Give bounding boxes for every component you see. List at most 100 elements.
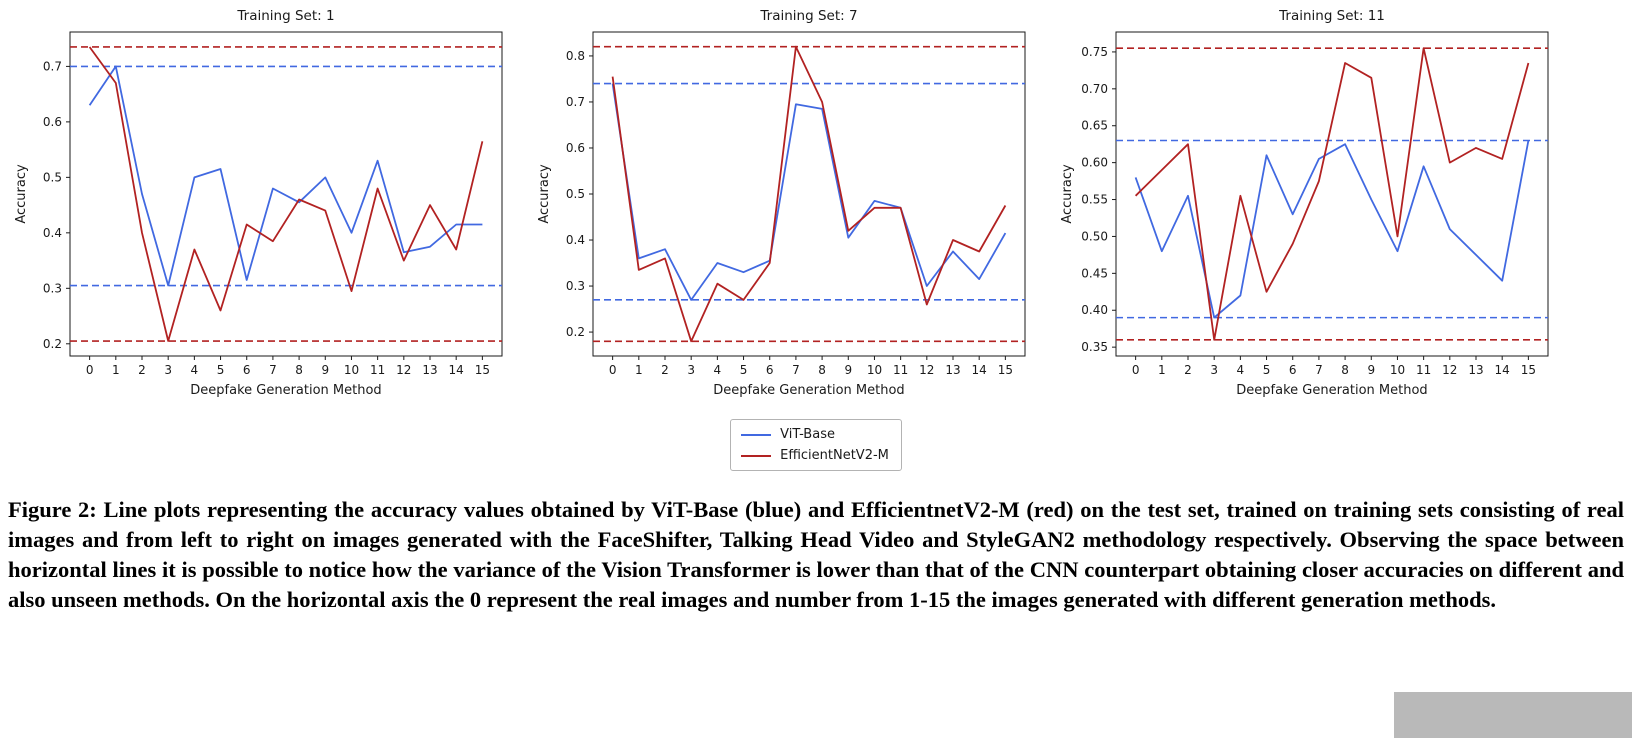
charts-row: Training Set: 1 0.2 0.3 0.4 0.5 0.6 0.7 0 1 2 3 4 5 6…	[10, 4, 1561, 409]
x-tick-label: 11	[893, 363, 908, 377]
y-tick-label: 0.2	[566, 325, 585, 339]
figure-caption: Figure 2: Line plots representing the ac…	[8, 497, 1624, 612]
series-line	[611, 83, 1007, 301]
x-tick-label: 3	[164, 363, 172, 377]
x-tick-label: 0	[86, 363, 94, 377]
x-tick-label: 13	[945, 363, 960, 377]
x-tick-label: 9	[844, 363, 852, 377]
y-tick-label: 0.4	[43, 226, 62, 240]
x-tick-label: 13	[422, 363, 437, 377]
x-tick-label: 12	[919, 363, 934, 377]
x-tick-label: 10	[867, 363, 882, 377]
x-tick-label: 7	[1315, 363, 1323, 377]
x-axis-label: Deepfake Generation Method	[1236, 383, 1427, 398]
x-tick-label: 3	[687, 363, 695, 377]
legend-label: ViT-Base	[780, 427, 835, 442]
y-tick-label: 0.6	[43, 115, 62, 129]
legend-item: EfficientNetV2-M	[741, 448, 889, 463]
figure-2: Training Set: 1 0.2 0.3 0.4 0.5 0.6 0.7 0 1 2 3 4 5 6…	[8, 4, 1632, 738]
x-tick-label: 5	[217, 363, 225, 377]
x-tick-label: 5	[1263, 363, 1271, 377]
x-tick-label: 9	[321, 363, 329, 377]
x-tick-label: 13	[1468, 363, 1483, 377]
x-tick-label: 12	[396, 363, 411, 377]
series-line	[611, 45, 1007, 343]
legend-line-swatch	[741, 454, 772, 457]
y-tick-label: 0.5	[566, 187, 585, 201]
chart-title: Training Set: 11	[1278, 8, 1385, 24]
y-tick-label: 0.55	[1081, 193, 1108, 207]
x-tick-label: 0	[609, 363, 617, 377]
x-tick-label: 15	[1521, 363, 1536, 377]
x-tick-label: 12	[1442, 363, 1457, 377]
x-tick-label: 14	[972, 363, 987, 377]
x-tick-label: 0	[1132, 363, 1140, 377]
y-tick-label: 0.60	[1081, 156, 1108, 170]
y-tick-label: 0.3	[43, 281, 62, 295]
x-axis-label: Deepfake Generation Method	[190, 383, 381, 398]
x-tick-label: 11	[1416, 363, 1431, 377]
chart-training-set-11: Training Set: 11 0.35 0.40 0.45 0.50 0.55 0.60…	[1056, 4, 1561, 409]
x-tick-label: 15	[475, 363, 490, 377]
y-tick-label: 0.75	[1081, 45, 1108, 59]
x-tick-label: 8	[1341, 363, 1349, 377]
y-tick-label: 0.6	[566, 141, 585, 155]
legend-label: EfficientNetV2-M	[780, 448, 889, 463]
y-tick-label: 0.8	[566, 49, 585, 63]
chart-svg: Training Set: 11 0.35 0.40 0.45 0.50 0.55 0.60…	[1060, 8, 1549, 398]
chart-training-set-7: Training Set: 7 0.2 0.3 0.4 0.5 0.6 0.7 0.8 0 1 2 3…	[533, 4, 1038, 409]
y-axis-label: Accuracy	[14, 164, 29, 224]
chart-svg: Training Set: 10.20.30.40.50.60.70 1 2 3 4 5 6…	[14, 8, 503, 398]
x-tick-label: 4	[1237, 363, 1245, 377]
y-tick-label: 0.50	[1081, 229, 1108, 243]
x-tick-label: 1	[635, 363, 643, 377]
x-tick-label: 7	[792, 363, 800, 377]
x-tick-label: 9	[1367, 363, 1375, 377]
x-tick-label: 14	[449, 363, 464, 377]
x-tick-label: 14	[1495, 363, 1510, 377]
x-tick-label: 1	[112, 363, 120, 377]
series-line	[1134, 47, 1530, 341]
x-tick-label: 15	[998, 363, 1013, 377]
x-tick-label: 10	[1390, 363, 1405, 377]
y-tick-label: 0.7	[566, 95, 585, 109]
y-tick-label: 0.45	[1081, 266, 1108, 280]
x-tick-label: 2	[661, 363, 669, 377]
x-tick-label: 2	[138, 363, 146, 377]
x-tick-label: 6	[1289, 363, 1297, 377]
series-line	[88, 65, 483, 287]
x-tick-label: 4	[191, 363, 199, 377]
x-tick-label: 3	[1210, 363, 1218, 377]
x-tick-label: 8	[295, 363, 303, 377]
chart-title: Training Set: 7	[759, 8, 857, 24]
x-tick-label: 1	[1158, 363, 1166, 377]
x-tick-label: 6	[243, 363, 251, 377]
series-line	[1134, 140, 1530, 319]
x-tick-label: 8	[818, 363, 826, 377]
overlay-artifact	[1394, 692, 1632, 738]
y-tick-label: 0.7	[43, 59, 62, 73]
y-axis-label: Accuracy	[537, 164, 552, 224]
x-tick-label: 6	[766, 363, 774, 377]
y-tick-label: 0.35	[1081, 340, 1108, 354]
legend-item: ViT-Base	[741, 427, 889, 442]
chart-training-set-1: Training Set: 1 0.2 0.3 0.4 0.5 0.6 0.7 0 1 2 3 4 5 6…	[10, 4, 515, 409]
x-axis-label: Deepfake Generation Method	[713, 383, 904, 398]
y-tick-label: 0.40	[1081, 303, 1108, 317]
y-axis-label: Accuracy	[1060, 164, 1075, 224]
y-tick-label: 0.4	[566, 233, 585, 247]
chart-svg: Training Set: 70.20.30.40.50.60.70.80 1 2 3…	[537, 8, 1026, 398]
y-tick-label: 0.65	[1081, 119, 1108, 133]
x-tick-label: 5	[740, 363, 748, 377]
x-tick-label: 11	[370, 363, 385, 377]
chart-title: Training Set: 1	[236, 8, 334, 24]
chart-legend: ViT-Base EfficientNetV2-M	[730, 419, 902, 471]
series-line	[88, 46, 484, 342]
y-tick-label: 0.5	[43, 170, 62, 184]
legend-line-swatch	[741, 433, 772, 436]
x-tick-label: 10	[344, 363, 359, 377]
x-tick-label: 2	[1184, 363, 1192, 377]
x-tick-label: 7	[269, 363, 277, 377]
y-tick-label: 0.2	[43, 337, 62, 351]
y-tick-label: 0.3	[566, 279, 585, 293]
